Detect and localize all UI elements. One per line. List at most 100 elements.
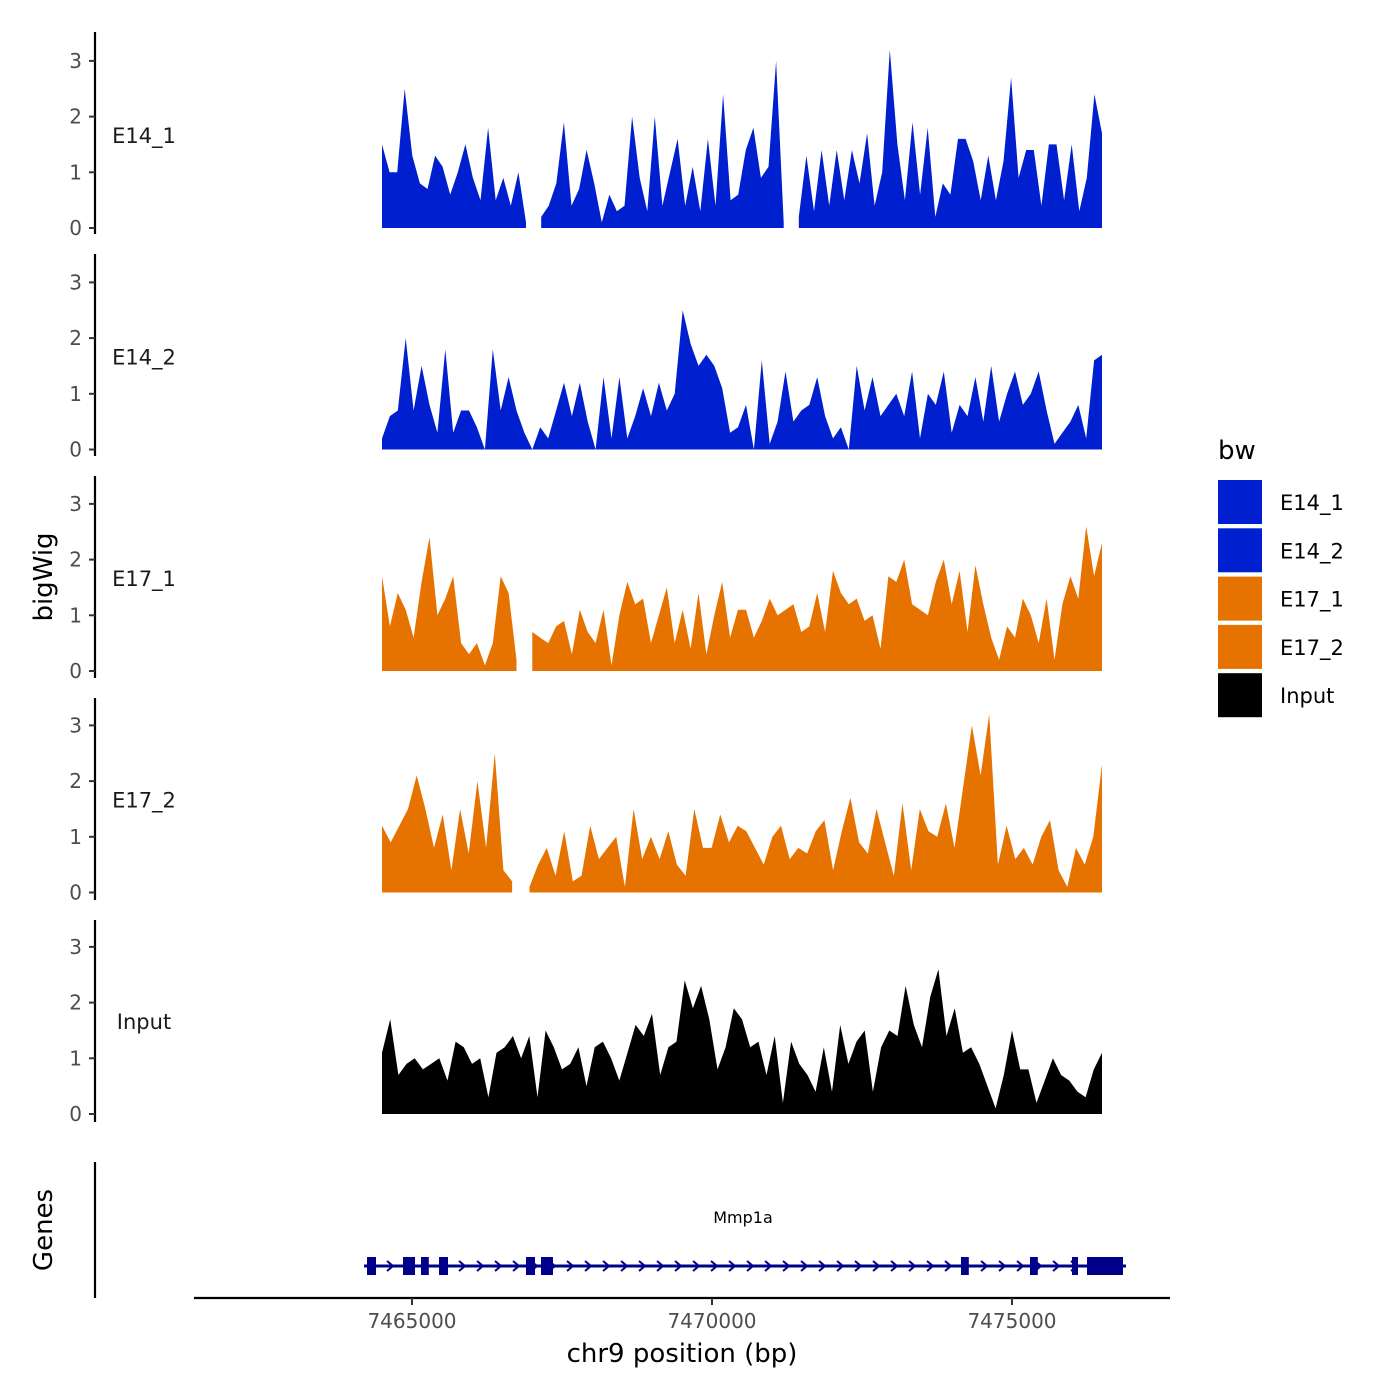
strand-arrow bbox=[944, 1260, 953, 1272]
y-tick-label: 1 bbox=[69, 603, 82, 627]
strand-arrow bbox=[710, 1260, 719, 1272]
track-panel-input: 0 1 2 3 Input bbox=[69, 920, 1102, 1126]
y-tick-label: 1 bbox=[69, 160, 82, 184]
legend-label: Input bbox=[1280, 684, 1334, 708]
legend-label: E14_1 bbox=[1280, 491, 1344, 516]
strand-arrow bbox=[782, 1260, 791, 1272]
strand-arrow bbox=[728, 1260, 737, 1272]
y-tick-label: 1 bbox=[69, 382, 82, 406]
strand-arrow bbox=[836, 1260, 845, 1272]
strand-arrow bbox=[818, 1260, 827, 1272]
x-axis: 7465000 7470000 7475000 bbox=[194, 1296, 1170, 1333]
strand-arrow bbox=[908, 1260, 917, 1272]
track-panel-e17-2: 0 1 2 3 E17_2 bbox=[69, 698, 1102, 905]
y-axis-title: bigWig bbox=[29, 532, 59, 621]
strand-arrow bbox=[998, 1260, 1007, 1272]
track-panels: 0 1 2 3 E14_1 0 1 2 3 E14_2 0 1 2 3 E17_1 0 1 2 3 E17_2 0 1 2 3… bbox=[69, 32, 1102, 1126]
legend: bw E14_1 E14_2 E17_1 E17_2 Input bbox=[1218, 436, 1344, 718]
gene-model bbox=[364, 1257, 1126, 1275]
strand-arrow bbox=[566, 1260, 575, 1272]
strand-arrow bbox=[674, 1260, 683, 1272]
track-panel-e14-2: 0 1 2 3 E14_2 bbox=[69, 254, 1102, 462]
strand-arrow bbox=[926, 1260, 935, 1272]
y-tick-label: 3 bbox=[69, 492, 82, 516]
x-tick-label: 7470000 bbox=[667, 1309, 756, 1333]
x-tick-label: 7465000 bbox=[367, 1309, 456, 1333]
gene-panel: Genes Mmp1a bbox=[29, 1162, 1126, 1298]
x-tick-label: 7475000 bbox=[967, 1309, 1056, 1333]
strand-arrow bbox=[494, 1260, 503, 1272]
gene-exon bbox=[367, 1257, 376, 1275]
coverage-area bbox=[382, 969, 1102, 1114]
strand-arrow bbox=[980, 1260, 989, 1272]
gene-exon bbox=[421, 1257, 429, 1275]
genes-axis-title: Genes bbox=[29, 1189, 59, 1271]
legend-swatch bbox=[1218, 624, 1262, 669]
y-tick-label: 0 bbox=[69, 881, 82, 905]
strand-arrow bbox=[1052, 1260, 1061, 1272]
y-tick-label: 2 bbox=[69, 548, 82, 572]
gene-exon bbox=[403, 1257, 415, 1275]
y-tick-label: 3 bbox=[69, 935, 82, 959]
y-tick-label: 2 bbox=[69, 326, 82, 350]
strand-arrow bbox=[1016, 1260, 1025, 1272]
strand-arrow bbox=[800, 1260, 809, 1272]
strand-arrow bbox=[584, 1260, 593, 1272]
coverage-area bbox=[541, 60, 784, 229]
strand-arrow bbox=[476, 1260, 485, 1272]
strand-arrow bbox=[764, 1260, 773, 1272]
y-tick-label: 3 bbox=[69, 270, 82, 294]
gene-label: Mmp1a bbox=[713, 1208, 773, 1227]
y-tick-label: 0 bbox=[69, 659, 82, 683]
coverage-area bbox=[382, 310, 1102, 450]
coverage-area bbox=[532, 526, 1102, 671]
gene-exon bbox=[1087, 1257, 1123, 1275]
y-tick-label: 1 bbox=[69, 825, 82, 849]
legend-swatch bbox=[1218, 528, 1262, 573]
coverage-area bbox=[382, 753, 513, 893]
y-tick-label: 2 bbox=[69, 991, 82, 1015]
legend-title: bw bbox=[1218, 436, 1256, 466]
coverage-area bbox=[798, 49, 1102, 228]
gene-exon bbox=[526, 1257, 535, 1275]
legend-swatch bbox=[1218, 673, 1262, 718]
strand-arrow bbox=[656, 1260, 665, 1272]
gene-exon bbox=[961, 1257, 969, 1275]
gene-exon bbox=[1030, 1257, 1038, 1275]
gene-exon bbox=[1072, 1257, 1078, 1275]
track-label: E17_1 bbox=[112, 567, 176, 592]
track-panel-e17-1: 0 1 2 3 E17_1 bbox=[69, 476, 1102, 683]
y-tick-label: 0 bbox=[69, 1102, 82, 1126]
strand-arrow bbox=[692, 1260, 701, 1272]
track-label: Input bbox=[117, 1010, 171, 1034]
y-tick-label: 2 bbox=[69, 769, 82, 793]
legend-label: E17_2 bbox=[1280, 636, 1344, 661]
strand-arrow bbox=[638, 1260, 647, 1272]
y-tick-label: 0 bbox=[69, 216, 82, 240]
track-label: E14_2 bbox=[112, 346, 176, 371]
track-panel-e14-1: 0 1 2 3 E14_1 bbox=[69, 32, 1102, 240]
y-tick-label: 1 bbox=[69, 1046, 82, 1070]
strand-arrow bbox=[746, 1260, 755, 1272]
track-label: E17_2 bbox=[112, 789, 176, 814]
x-axis-title: chr9 position (bp) bbox=[567, 1339, 798, 1369]
legend-label: E14_2 bbox=[1280, 539, 1344, 564]
coverage-area bbox=[529, 714, 1102, 893]
y-tick-label: 3 bbox=[69, 713, 82, 737]
gene-exon bbox=[541, 1257, 553, 1275]
coverage-area bbox=[382, 537, 517, 671]
legend-swatch bbox=[1218, 576, 1262, 621]
strand-arrow bbox=[854, 1260, 863, 1272]
legend-swatch bbox=[1218, 480, 1262, 524]
track-label: E14_1 bbox=[112, 124, 176, 149]
y-tick-label: 2 bbox=[69, 105, 82, 129]
y-tick-label: 0 bbox=[69, 438, 82, 462]
legend-label: E17_1 bbox=[1280, 588, 1344, 613]
strand-arrow bbox=[386, 1260, 395, 1272]
strand-arrow bbox=[890, 1260, 899, 1272]
coverage-area bbox=[382, 88, 526, 228]
strand-arrow bbox=[512, 1260, 521, 1272]
gene-exon bbox=[439, 1257, 448, 1275]
strand-arrow bbox=[620, 1260, 629, 1272]
